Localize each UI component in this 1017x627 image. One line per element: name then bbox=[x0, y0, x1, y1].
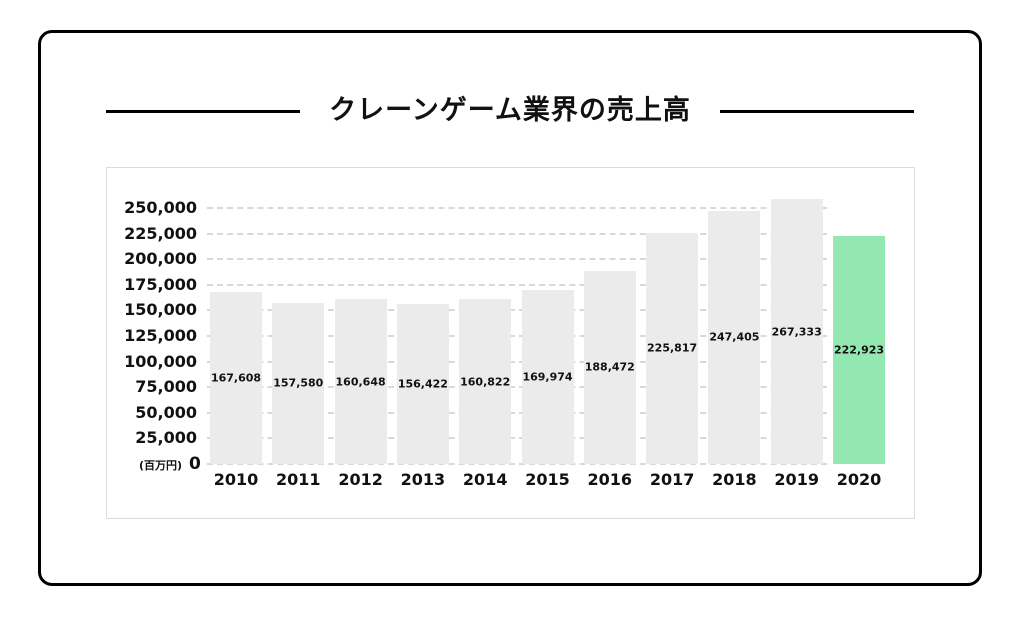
gridline bbox=[207, 437, 827, 440]
chart-container: (百万円) 0 250,000 225,000 200,000 175,000 150,… bbox=[106, 167, 915, 519]
bar-2014: 160,822 bbox=[459, 299, 512, 464]
title-divider-right bbox=[720, 110, 914, 113]
gridline bbox=[207, 258, 827, 261]
chart-title-row: クレーンゲーム業界の売上高 bbox=[106, 92, 914, 130]
y-tick-label: 125,000 bbox=[124, 326, 197, 345]
y-tick-zero: 0 bbox=[189, 454, 201, 474]
bar-value-label: 188,472 bbox=[584, 360, 635, 374]
x-tick-label: 2013 bbox=[400, 470, 446, 489]
bar-2016: 188,472 bbox=[583, 271, 636, 464]
plot-area: (百万円) 0 250,000 225,000 200,000 175,000 150,… bbox=[107, 168, 914, 518]
y-axis-unit-label: (百万円) bbox=[139, 459, 183, 472]
bar-value-label: 267,333 bbox=[771, 325, 822, 338]
gridline bbox=[207, 207, 827, 209]
y-tick-label: 75,000 bbox=[135, 377, 197, 397]
x-tick-label: 2018 bbox=[712, 470, 757, 489]
y-tick-label: 100,000 bbox=[124, 351, 197, 371]
bar-2019: 267,333 bbox=[770, 199, 823, 464]
bar-2011: 157,580 bbox=[272, 302, 325, 464]
card-frame bbox=[38, 30, 982, 586]
gridline bbox=[207, 232, 827, 235]
x-tick-label: 2014 bbox=[462, 470, 508, 489]
bar-2018: 247,405 bbox=[708, 210, 761, 464]
y-tick-label: 250,000 bbox=[124, 198, 197, 217]
bar-value-label: 169,974 bbox=[522, 370, 573, 384]
title-divider-left bbox=[106, 110, 300, 113]
gridline bbox=[207, 309, 827, 312]
y-tick-label: 25,000 bbox=[135, 428, 197, 448]
x-tick-label: 2017 bbox=[649, 470, 695, 489]
bar-value-label: 157,580 bbox=[273, 376, 324, 390]
baseline bbox=[207, 463, 827, 465]
bar-2010: 167,608 bbox=[210, 292, 262, 464]
y-tick-label: 175,000 bbox=[124, 274, 197, 294]
gridline bbox=[207, 335, 827, 337]
x-tick-label: 2015 bbox=[525, 470, 570, 489]
bar-value-label: 160,648 bbox=[335, 375, 386, 389]
x-tick-label: 2020 bbox=[836, 470, 882, 489]
y-tick-label: 50,000 bbox=[135, 402, 197, 422]
bar-2013: 156,422 bbox=[396, 303, 449, 464]
bar-2015: 169,974 bbox=[521, 289, 574, 464]
x-tick-label: 2010 bbox=[213, 470, 259, 489]
bar-value-label: 156,422 bbox=[397, 377, 448, 391]
y-tick-label: 200,000 bbox=[124, 249, 197, 269]
x-tick-label: 2016 bbox=[587, 470, 633, 489]
bar-value-label: 247,405 bbox=[709, 330, 760, 344]
bar-2017: 225,817 bbox=[646, 232, 699, 464]
bar-2012: 160,648 bbox=[334, 299, 387, 464]
bar-value-label: 160,822 bbox=[460, 375, 511, 389]
bar-value-label: 225,817 bbox=[647, 341, 698, 355]
x-tick-label: 2011 bbox=[276, 470, 321, 489]
x-tick-label: 2019 bbox=[774, 470, 819, 489]
gridline bbox=[207, 386, 827, 389]
bar-value-label: 167,608 bbox=[210, 371, 262, 385]
gridline bbox=[207, 411, 827, 414]
y-tick-label: 150,000 bbox=[124, 300, 197, 320]
chart-title: クレーンゲーム業界の売上高 bbox=[329, 95, 691, 126]
gridline bbox=[207, 360, 827, 363]
y-tick-label: 225,000 bbox=[124, 223, 197, 243]
bar-2020: 222,923 bbox=[833, 235, 885, 464]
bar-value-label: 222,923 bbox=[833, 343, 885, 357]
gridline bbox=[207, 283, 827, 286]
x-tick-label: 2012 bbox=[338, 470, 383, 489]
